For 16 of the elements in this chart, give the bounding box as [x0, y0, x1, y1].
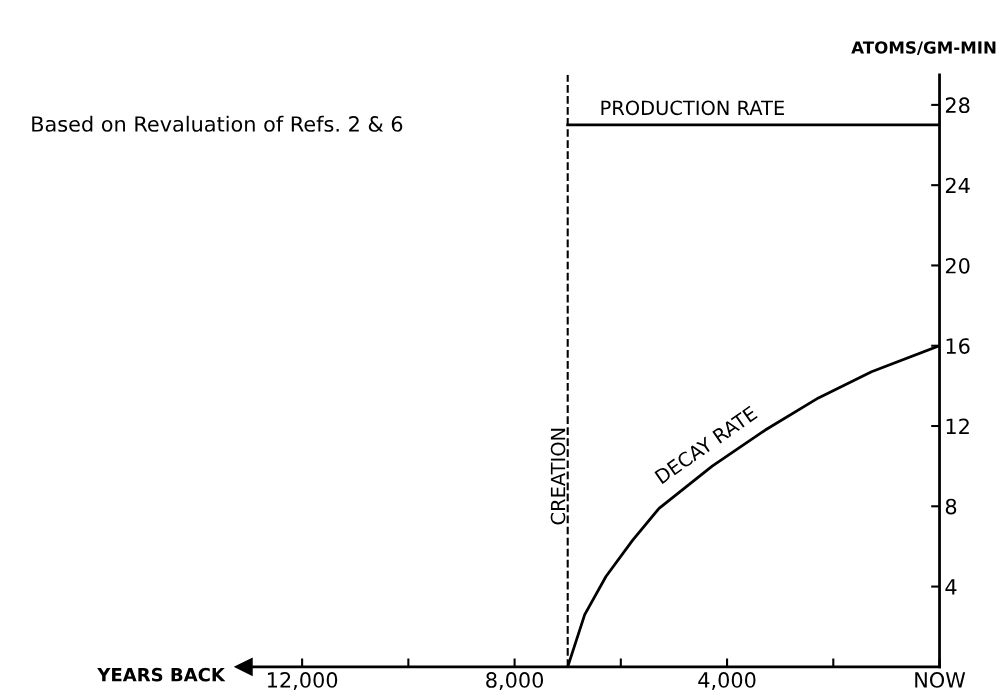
x-tick-label: 12,000	[267, 672, 338, 690]
y-tick-label: 24	[945, 177, 970, 194]
y-tick-label: 16	[946, 338, 970, 354]
text: Based on Revaluation of Refs. 2 & 6	[32, 115, 403, 132]
y-tick-label: 4	[945, 579, 957, 595]
x-tick-label: NOW	[915, 672, 966, 688]
y-tick-label: 20	[945, 257, 970, 274]
series-label: PRODUCTION RATE	[601, 100, 784, 116]
x-tick-label: 8,000	[486, 672, 544, 690]
y-tick-label: 12	[946, 418, 969, 434]
x-tick-label: 4,000	[698, 672, 756, 690]
y-tick-label: 8	[945, 498, 957, 515]
y-tick-label: 28	[945, 97, 970, 114]
y-axis-title: ATOMS/GM-MIN	[851, 41, 996, 56]
ref-line-label: CREATION	[550, 428, 566, 525]
x-axis-title: YEARS BACK	[97, 667, 226, 682]
